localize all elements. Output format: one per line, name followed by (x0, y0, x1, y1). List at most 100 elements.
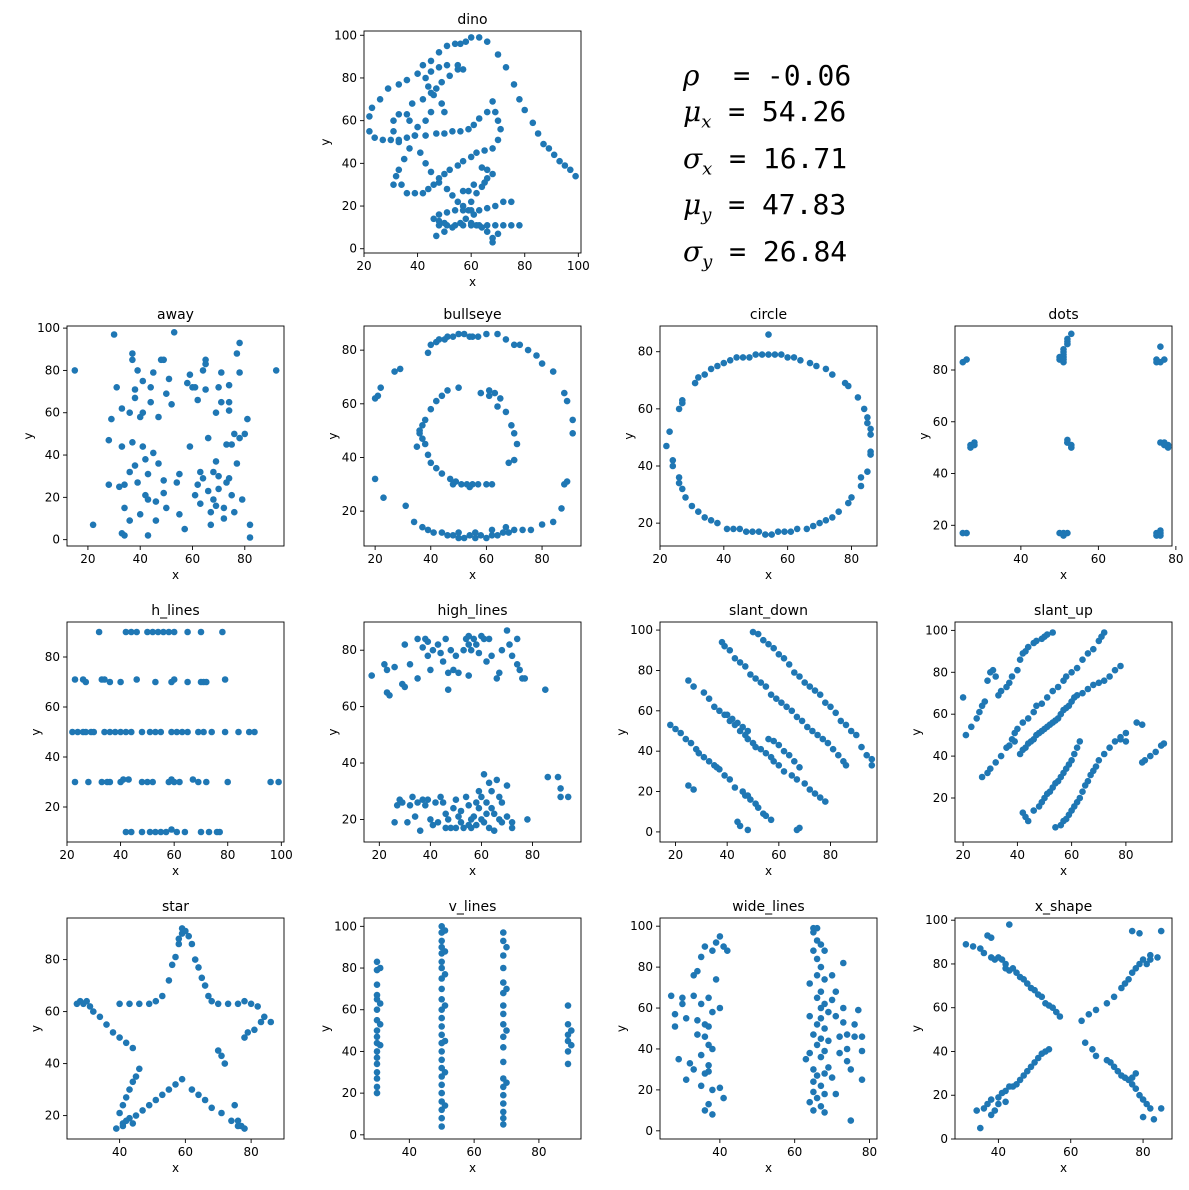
data-point (1081, 1039, 1089, 1046)
data-point (220, 515, 228, 522)
data-point (208, 1104, 215, 1112)
data-point (760, 636, 767, 644)
data-point (845, 499, 852, 507)
data-point (793, 525, 801, 533)
data-point (997, 687, 1005, 695)
data-point (165, 375, 173, 383)
data-point (494, 330, 501, 338)
data-point (175, 935, 183, 943)
data-point (1128, 1074, 1136, 1081)
data-point (1049, 629, 1056, 636)
y-tick-label: 60 (342, 1003, 357, 1017)
data-point (1002, 1098, 1009, 1106)
data-point (720, 359, 728, 367)
data-point (709, 1086, 716, 1094)
x-tick-label: 60 (1063, 1145, 1078, 1159)
y-tick-label: 100 (925, 623, 948, 637)
data-point (439, 799, 447, 806)
data-point (131, 394, 139, 402)
data-point (214, 1000, 222, 1008)
x-tick-label: 40 (133, 552, 148, 566)
data-point (134, 479, 141, 486)
data-point (499, 529, 507, 536)
data-point (435, 49, 443, 56)
data-point (1103, 1000, 1111, 1007)
data-point (1147, 951, 1154, 959)
data-point (438, 1031, 446, 1039)
data-point (1024, 715, 1032, 722)
data-point (701, 371, 708, 378)
data-point (441, 108, 448, 116)
data-point (475, 787, 483, 795)
data-point (1014, 725, 1021, 733)
data-point (533, 352, 540, 359)
y-tick-label: 60 (638, 704, 653, 718)
data-point (679, 397, 686, 404)
data-point (69, 728, 76, 736)
data-point (1014, 666, 1021, 674)
data-point (775, 651, 783, 658)
data-point (212, 502, 220, 510)
data-point (762, 749, 770, 757)
y-axis-label: y (319, 1025, 333, 1032)
data-point (959, 694, 967, 701)
data-point (1133, 719, 1140, 726)
data-point (381, 661, 388, 668)
x-tick-label: 80 (534, 552, 549, 566)
data-point (1002, 1087, 1009, 1095)
data-point (705, 758, 713, 765)
data-point (679, 994, 686, 1002)
data-point (178, 1075, 186, 1083)
data-point (716, 707, 723, 715)
data-point (827, 703, 834, 711)
data-point (483, 108, 491, 116)
data-point (968, 723, 975, 731)
data-point (470, 635, 478, 643)
x-tick-label: 40 (423, 552, 438, 566)
data-point (433, 85, 440, 92)
data-point (1076, 794, 1084, 802)
data-point (366, 128, 373, 135)
data-point (246, 534, 254, 541)
x-tick-label: 40 (712, 1145, 727, 1159)
data-point (697, 1082, 705, 1090)
data-point (474, 333, 482, 341)
data-point (435, 336, 443, 343)
data-point (432, 799, 439, 806)
data-point (1031, 1059, 1038, 1066)
y-tick-label: 60 (933, 707, 948, 721)
data-point (165, 977, 173, 984)
data-point (144, 470, 152, 478)
data-point (220, 504, 228, 512)
data-point (197, 500, 204, 508)
data-point (864, 468, 871, 476)
data-point (165, 1086, 173, 1093)
x-axis-label: x (469, 864, 476, 878)
data-point (987, 1096, 995, 1103)
data-point (1100, 629, 1108, 636)
data-point (510, 341, 518, 349)
axes-frame (954, 917, 1173, 1140)
data-point (503, 813, 511, 820)
data-point (685, 782, 692, 789)
data-point (90, 728, 98, 736)
data-point (493, 675, 501, 682)
data-point (810, 1088, 817, 1096)
data-point (438, 1123, 446, 1130)
data-point (178, 728, 186, 736)
data-point (194, 396, 201, 404)
axes-frame (363, 917, 582, 1140)
data-point (505, 459, 512, 467)
data-point (462, 38, 470, 45)
data-point (433, 130, 440, 137)
data-point (709, 1045, 716, 1053)
data-point (569, 416, 576, 424)
stat-sigma-x-symbol: σx (683, 141, 713, 180)
data-point (1089, 1046, 1096, 1053)
y-axis-label: y (917, 432, 931, 439)
data-point (411, 189, 419, 197)
data-point (765, 351, 772, 358)
data-point (821, 1000, 828, 1008)
y-tick-label: 20 (45, 490, 60, 504)
